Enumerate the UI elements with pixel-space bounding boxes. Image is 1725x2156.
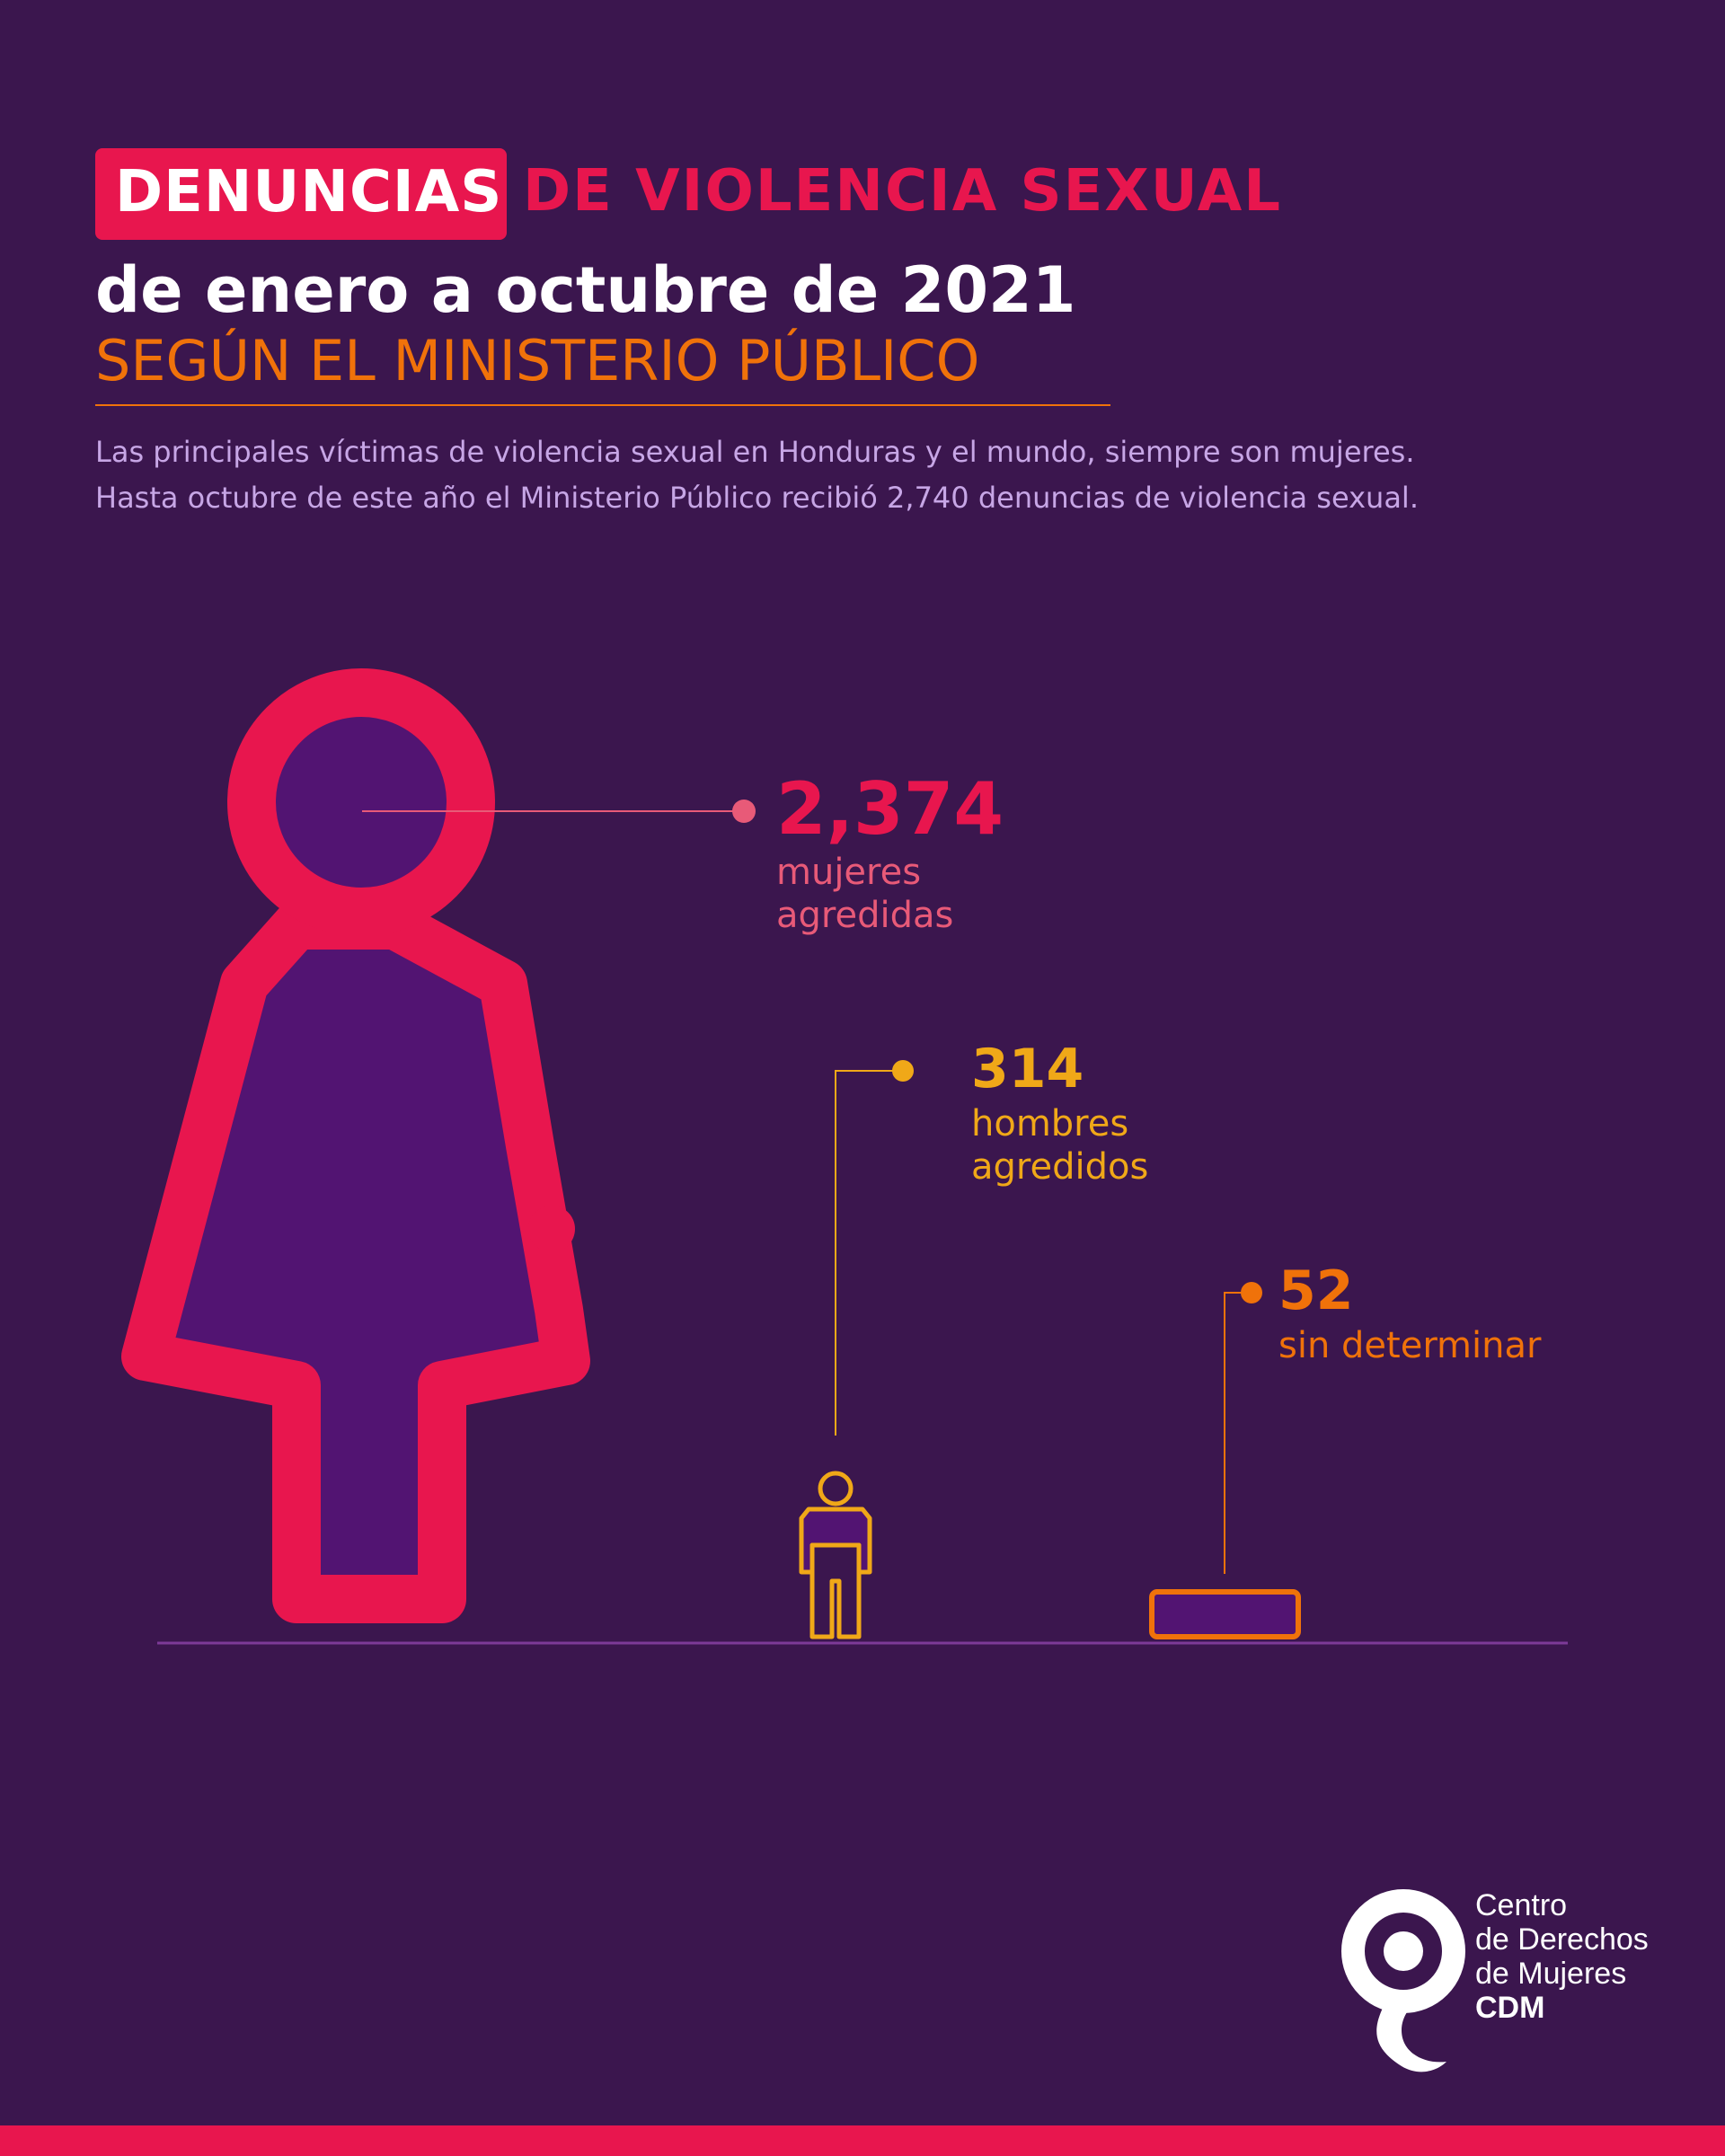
- man-icon: [799, 1471, 872, 1639]
- description-line-2: Hasta octubre de este año el Ministerio …: [95, 481, 1419, 515]
- stat-women-label-1: mujeres: [776, 852, 922, 893]
- woman-head: [227, 668, 495, 936]
- logo-line-1: Centro: [1475, 1888, 1568, 1922]
- cdm-logo-icon: [1341, 1889, 1465, 2072]
- description: Las principales víctimas de violencia se…: [95, 429, 1419, 521]
- title-highlight-badge: DENUNCIAS: [95, 148, 507, 240]
- man-legs: [809, 1542, 862, 1639]
- leader-dot-undetermined: [1241, 1282, 1262, 1303]
- woman-body: [121, 901, 590, 1623]
- logo-acronym: CDM: [1475, 1991, 1545, 2025]
- leader-line-men: [835, 1070, 903, 1436]
- woman-hand-dot: [528, 1206, 575, 1252]
- title-rest: DE VIOLENCIA SEXUAL: [523, 158, 1282, 225]
- bar-block: [1149, 1589, 1301, 1639]
- stat-men-label-2: agredidos: [971, 1146, 1149, 1188]
- stat-women-label-2: agredidas: [776, 895, 954, 936]
- cdm-logo-text: Centro de Derechos de Mujeres CDM: [1475, 1888, 1649, 2025]
- page-subtitle: de enero a octubre de 2021: [95, 253, 1076, 327]
- leader-dot-men: [892, 1060, 914, 1082]
- stat-undetermined-value: 52: [1278, 1259, 1354, 1322]
- leader-line-undetermined: [1224, 1292, 1252, 1574]
- source-line: SEGÚN EL MINISTERIO PÚBLICO: [95, 328, 980, 393]
- man-head: [818, 1471, 854, 1507]
- stat-women: 2,374 mujeres agredidas: [776, 768, 1004, 937]
- stat-men-value: 314: [971, 1038, 1084, 1100]
- description-line-1: Las principales víctimas de violencia se…: [95, 435, 1415, 469]
- footer-bar: [0, 2125, 1725, 2156]
- stat-men-label-1: hombres: [971, 1103, 1129, 1144]
- woman-icon: [121, 668, 590, 1623]
- stat-undetermined: 52 sin determinar: [1278, 1258, 1541, 1367]
- leader-dot-women: [732, 800, 756, 823]
- stat-men: 314 hombres agredidos: [971, 1036, 1148, 1188]
- stat-undetermined-label: sin determinar: [1278, 1325, 1542, 1366]
- logo-line-3: de Mujeres: [1475, 1957, 1627, 1991]
- logo-line-2: de Derechos: [1475, 1922, 1649, 1957]
- title-highlight: DENUNCIAS: [115, 159, 503, 225]
- header-divider: [95, 404, 1110, 406]
- stat-women-value: 2,374: [776, 767, 1004, 851]
